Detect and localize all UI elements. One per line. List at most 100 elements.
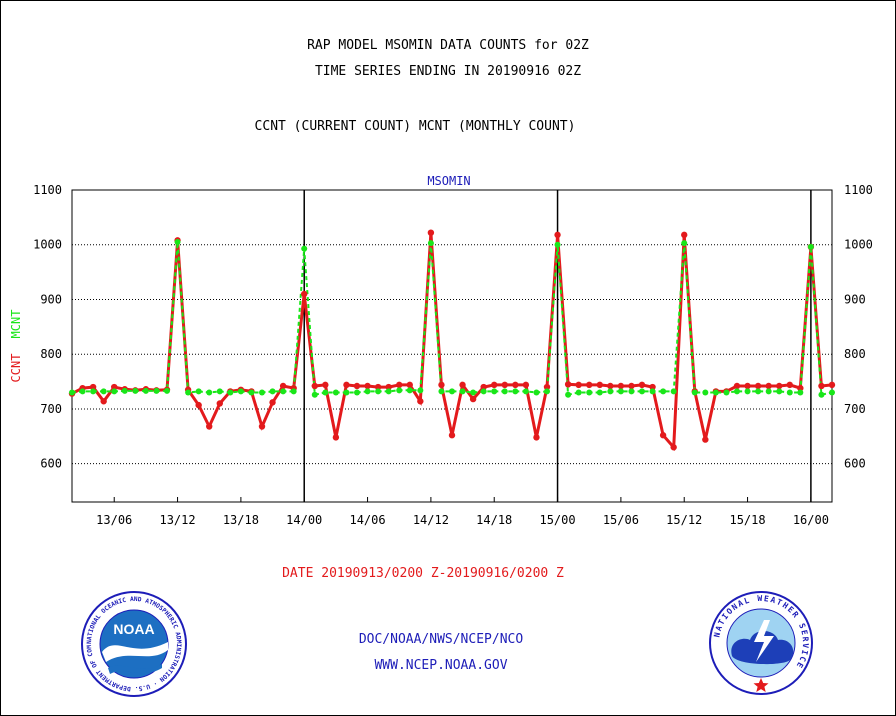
data-point-ccnt [364, 382, 371, 390]
data-point-ccnt [586, 381, 593, 389]
data-point-ccnt [681, 231, 688, 239]
data-point-mcnt [332, 389, 339, 396]
data-point-mcnt [617, 388, 624, 395]
data-point-ccnt [322, 381, 329, 389]
data-point-mcnt [449, 388, 455, 395]
data-point-mcnt [755, 388, 762, 395]
data-point-ccnt [353, 382, 361, 390]
data-point-mcnt [322, 389, 329, 396]
data-point-ccnt [512, 381, 519, 389]
chart-title-line-1: RAP MODEL MSOMIN DATA COUNTS for 02Z [307, 38, 589, 53]
data-point-ccnt [543, 383, 551, 391]
data-point-mcnt [311, 391, 318, 398]
data-point-mcnt [354, 389, 360, 396]
data-point-ccnt [89, 383, 97, 391]
data-point-mcnt [142, 387, 149, 394]
data-point-mcnt [164, 387, 170, 394]
data-point-mcnt [459, 388, 466, 395]
noaa-logo: NATIONAL OCEANIC AND ATMOSPHERIC ADMINIS… [80, 590, 187, 697]
data-point-ccnt [533, 434, 540, 441]
data-point-ccnt [396, 381, 403, 389]
data-point-mcnt [206, 389, 213, 396]
data-point-mcnt [522, 388, 529, 395]
organization-label: DOC/NOAA/NWS/NCEP/NCO [358, 632, 524, 647]
x-tick-label: 15/06 [603, 513, 639, 527]
data-point-ccnt [628, 382, 635, 390]
data-point-mcnt [375, 388, 382, 395]
data-point-mcnt [185, 389, 192, 396]
x-tick-label: 14/18 [476, 513, 512, 527]
x-tick-label: 15/00 [539, 513, 575, 527]
data-point-ccnt [607, 382, 614, 390]
data-point-ccnt [501, 381, 508, 389]
data-point-mcnt [269, 388, 276, 395]
data-point-ccnt [374, 383, 382, 391]
y-tick-label-right: 700 [844, 402, 866, 416]
data-point-ccnt [670, 444, 677, 451]
data-point-mcnt [776, 388, 783, 395]
y-tick-label-right: 900 [844, 292, 866, 306]
data-point-mcnt [818, 391, 825, 398]
chart-title-line-2: TIME SERIES ENDING IN 20190916 02Z [314, 64, 582, 79]
data-point-mcnt [734, 388, 740, 395]
date-range-label: DATE 20190913/0200 Z-20190916/0200 Z [282, 566, 564, 581]
data-point-ccnt [797, 384, 804, 392]
data-point-ccnt [638, 381, 646, 389]
gridlines [72, 244, 832, 465]
data-point-ccnt [195, 401, 202, 409]
data-point-mcnt [216, 388, 223, 395]
data-point-ccnt [258, 423, 266, 430]
data-point-mcnt [100, 388, 107, 395]
data-point-ccnt [301, 290, 308, 298]
noaa-bird-icon [102, 642, 168, 662]
data-point-mcnt [702, 389, 709, 396]
data-point-ccnt [786, 381, 793, 389]
data-point-ccnt [406, 381, 413, 389]
y-tick-label-left: 1000 [33, 238, 62, 252]
data-point-mcnt [829, 389, 835, 396]
data-point-ccnt [733, 382, 741, 390]
data-point-mcnt [438, 388, 445, 395]
data-point-mcnt [575, 389, 582, 396]
y-tick-label-left: 700 [40, 402, 62, 416]
y-tick-label-left: 1100 [33, 183, 62, 197]
data-point-mcnt [670, 388, 677, 395]
data-point-mcnt [248, 389, 255, 396]
data-point-mcnt [554, 241, 561, 248]
y-axis-label-mcnt: MCNT [9, 310, 23, 339]
x-tick-label: 16/00 [793, 513, 829, 527]
data-point-ccnt [448, 432, 456, 439]
data-point-mcnt [301, 245, 308, 252]
data-point-mcnt [174, 239, 181, 245]
data-point-ccnt [776, 382, 783, 390]
data-point-mcnt [544, 388, 550, 395]
data-point-ccnt [343, 381, 350, 389]
noaa-logo-text: NOAA [113, 621, 154, 637]
data-point-mcnt [744, 388, 751, 395]
data-point-ccnt [828, 381, 836, 389]
x-tick-label: 15/18 [729, 513, 765, 527]
data-point-ccnt [100, 398, 107, 405]
data-point-mcnt [227, 389, 234, 396]
x-tick-label: 15/12 [666, 513, 702, 527]
data-point-mcnt [607, 388, 614, 395]
data-point-ccnt [427, 229, 435, 236]
data-point-mcnt [69, 389, 75, 396]
data-point-mcnt [480, 388, 487, 395]
data-point-mcnt [596, 389, 603, 396]
data-point-mcnt [681, 240, 688, 247]
chart-title-line-3: CCNT (CURRENT COUNT) MCNT (MONTHLY COUNT… [254, 119, 576, 134]
x-tick-label: 13/06 [96, 513, 132, 527]
data-point-ccnt [754, 382, 762, 390]
data-point-mcnt [786, 389, 793, 396]
website-label: WWW.NCEP.NOAA.GOV [374, 658, 508, 673]
data-point-ccnt [522, 381, 530, 389]
y-tick-label-left: 900 [40, 292, 62, 306]
data-point-mcnt [470, 389, 477, 396]
data-point-ccnt [279, 382, 287, 390]
plot-area [71, 189, 833, 503]
data-point-ccnt [554, 231, 561, 239]
y-tick-label-right: 600 [844, 457, 866, 471]
y-tick-label-left: 600 [40, 457, 62, 471]
data-point-ccnt [311, 382, 318, 390]
